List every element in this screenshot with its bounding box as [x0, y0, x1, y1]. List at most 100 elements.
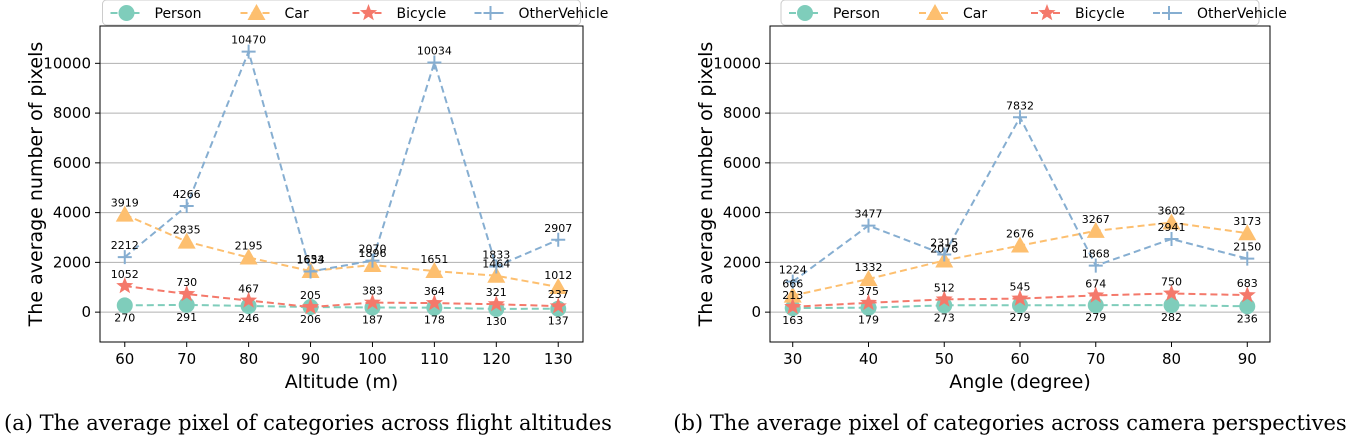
data-label: 10034	[417, 44, 452, 57]
data-label: 237	[548, 288, 569, 301]
data-label: 1868	[1082, 248, 1110, 261]
x-tick-label: 70	[1086, 350, 1105, 368]
data-label: 279	[1085, 311, 1106, 324]
data-point	[1238, 286, 1256, 303]
data-label: 1052	[111, 268, 139, 281]
data-point	[116, 297, 133, 314]
data-point	[1013, 110, 1027, 125]
legend-marker	[926, 4, 944, 20]
data-label: 364	[424, 285, 445, 298]
data-point	[1087, 286, 1105, 303]
y-tick-label: 6000	[53, 154, 91, 172]
y-tick-label: 2000	[723, 253, 761, 271]
y-tick-label: 10000	[43, 54, 91, 72]
legend-marker	[1162, 6, 1176, 20]
x-tick-label: 60	[115, 350, 134, 368]
data-label: 1464	[482, 258, 510, 271]
legend-item-othervehicle: OtherVehicle	[1153, 6, 1287, 22]
data-point	[1162, 213, 1181, 230]
data-point	[177, 232, 196, 249]
series-bicycle	[116, 277, 567, 315]
data-label: 213	[782, 289, 803, 302]
data-point	[487, 295, 505, 312]
y-tick-label: 8000	[723, 104, 761, 122]
data-label: 187	[362, 313, 383, 326]
data-label: 375	[858, 285, 879, 298]
data-label: 10470	[231, 34, 266, 47]
data-label: 2212	[111, 239, 139, 252]
data-point	[1011, 236, 1029, 253]
data-label: 666	[782, 278, 803, 291]
x-tick-label: 50	[935, 350, 954, 368]
figure-caption: (a) The average pixel of categories acro…	[4, 411, 612, 435]
data-label: 3919	[111, 197, 139, 210]
data-label: 205	[300, 289, 321, 302]
data-label: 236	[1237, 312, 1258, 325]
legend-frame	[102, 0, 581, 26]
data-point	[240, 298, 257, 315]
legend-label: Person	[155, 6, 202, 22]
chart-a: 0 2000 4000 6000 8000 10000 60 70 80 90 100 110 120 1…	[4, 0, 612, 435]
data-point	[487, 266, 506, 283]
data-label: 163	[782, 314, 803, 327]
data-point	[241, 44, 256, 59]
data-point	[784, 297, 802, 315]
data-point	[936, 297, 953, 314]
legend-item-car: Car	[919, 4, 987, 22]
x-tick-label: 130	[544, 350, 573, 368]
data-point	[365, 253, 380, 268]
x-tick-label: 60	[1010, 350, 1029, 368]
data-point	[1086, 221, 1105, 238]
x-tick-label: 70	[177, 350, 196, 368]
legend-label: OtherVehicle	[1197, 6, 1287, 22]
series-person	[116, 296, 567, 317]
data-label: 178	[424, 314, 445, 327]
legend-marker	[359, 4, 378, 21]
data-point	[302, 298, 320, 315]
data-label: 3477	[854, 208, 882, 221]
data-label: 2195	[235, 240, 263, 253]
data-label: 270	[114, 311, 135, 324]
y-axis-label: The average number of pixels	[25, 42, 47, 328]
data-point	[1088, 258, 1103, 273]
x-tick-label: 30	[783, 350, 802, 368]
data-label: 273	[934, 311, 955, 324]
x-tick-label: 110	[420, 350, 449, 368]
data-label: 1332	[854, 261, 882, 274]
data-label: 1833	[482, 249, 510, 262]
series-line	[124, 285, 559, 309]
data-label: 2676	[1006, 228, 1034, 241]
legend-marker	[118, 5, 135, 21]
legend-marker	[483, 6, 498, 20]
data-point	[1163, 284, 1181, 301]
data-point	[179, 198, 194, 213]
series-othervehicle	[117, 44, 566, 279]
data-label: 1012	[544, 269, 572, 282]
legend-frame	[780, 0, 1260, 26]
legend-item-bicycle: Bicycle	[352, 4, 446, 22]
data-label: 7832	[1006, 99, 1034, 112]
data-point	[427, 55, 442, 70]
data-label: 512	[934, 281, 955, 294]
data-label: 2150	[1233, 241, 1261, 254]
data-label: 179	[858, 314, 879, 327]
data-label: 206	[300, 313, 321, 326]
data-label: 2835	[173, 224, 201, 237]
plot-frame	[99, 25, 584, 343]
data-point	[1164, 231, 1179, 246]
y-tick-label: 0	[81, 303, 91, 321]
legend: Person Car Bicycle OtherVehicle	[102, 0, 608, 26]
y-axis-label: The average number of pixels	[695, 42, 717, 328]
x-tick-label: 40	[859, 350, 878, 368]
data-label: 1651	[420, 253, 448, 266]
data-label: 3267	[1082, 213, 1110, 226]
data-label: 279	[1010, 311, 1031, 324]
data-point	[489, 259, 504, 274]
data-point	[1163, 297, 1180, 314]
data-point	[178, 285, 196, 302]
legend-marker	[797, 5, 813, 21]
series-bicycle	[784, 284, 1256, 315]
data-point	[363, 293, 381, 310]
x-tick-label: 100	[358, 350, 387, 368]
